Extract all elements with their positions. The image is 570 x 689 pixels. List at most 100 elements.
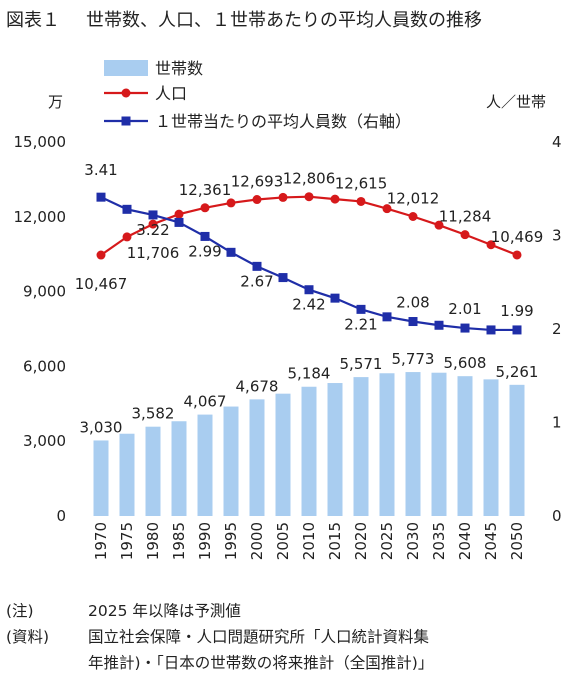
label-households-2050: 5,261 [496, 363, 539, 381]
bar-households-2040 [457, 376, 473, 516]
population-point-1975 [122, 232, 132, 242]
right-tick-1: 1 [552, 414, 562, 432]
avg-members-point-2000 [252, 261, 262, 271]
population-point-1985 [174, 209, 184, 219]
source-line-1: 国立社会保障・人口問題研究所「人口統計資料集 [88, 628, 430, 646]
figure-title: 世帯数、人口、１世帯あたりの平均人員数の推移 [86, 10, 482, 31]
bar-households-1985 [171, 421, 187, 516]
bar-households-2010 [301, 386, 317, 516]
left-tick-0: 0 [56, 507, 66, 525]
left-tick-6,000: 6,000 [23, 357, 66, 375]
legend-label-avg-members: １世帯当たりの平均人員数（右軸） [155, 112, 411, 131]
note-tag: (注) [6, 602, 34, 620]
x-tick-1980: 1980 [144, 522, 162, 560]
label-population-2010: 12,806 [283, 170, 336, 188]
right-tick-0: 0 [552, 507, 562, 525]
label-households-2040: 5,608 [444, 354, 487, 372]
label-households-2000: 4,678 [236, 377, 279, 395]
bar-households-2020 [353, 377, 369, 516]
bar-households-1980 [145, 426, 161, 516]
left-tick-9,000: 9,000 [23, 283, 66, 301]
avg-members-point-2025 [382, 312, 392, 322]
label-avg-members-2020: 2.21 [344, 315, 377, 333]
label-avg-members-2010: 2.42 [292, 296, 325, 314]
x-tick-2045: 2045 [482, 522, 500, 560]
avg-members-point-1970 [96, 192, 106, 202]
legend-label-population: 人口 [155, 84, 187, 103]
population-point-2040 [460, 230, 470, 240]
label-avg-members-2000: 2.67 [240, 272, 273, 290]
x-tick-2040: 2040 [456, 522, 474, 560]
avg-members-point-1980 [148, 210, 158, 220]
label-avg-members-2040: 2.01 [448, 300, 481, 318]
right-tick-2: 2 [552, 320, 562, 338]
avg-members-point-1990 [200, 231, 210, 241]
avg-members-point-1975 [122, 204, 132, 214]
right-axis-unit: 人／世帯 [486, 93, 546, 111]
bar-households-2000 [249, 399, 265, 516]
bar-households-2015 [327, 383, 343, 516]
label-households-2030: 5,773 [392, 350, 435, 368]
avg-members-point-2045 [486, 325, 496, 335]
label-population-1970: 10,467 [75, 275, 128, 293]
population-point-2025 [382, 204, 392, 214]
label-population-2050: 10,469 [491, 228, 544, 246]
bar-households-1990 [197, 414, 213, 516]
avg-members-point-1985 [174, 217, 184, 227]
label-households-1980: 3,582 [132, 405, 175, 423]
right-tick-3: 3 [552, 227, 562, 245]
bar-households-1970 [93, 440, 109, 516]
bar-households-2025 [379, 373, 395, 516]
label-population-2040: 11,284 [439, 208, 492, 226]
population-point-2020 [356, 196, 366, 206]
legend-marker-avg-members [121, 116, 131, 126]
left-axis-unit: 万 [48, 93, 63, 111]
population-line [96, 192, 522, 260]
x-tick-2025: 2025 [378, 522, 396, 560]
x-tick-1995: 1995 [222, 522, 240, 560]
avg-members-point-2035 [434, 320, 444, 330]
population-point-1980 [148, 219, 158, 229]
source-line-2: 年推計)・「日本の世帯数の将来推計（全国推計)」 [88, 654, 434, 672]
label-households-1970: 3,030 [80, 418, 123, 436]
x-tick-2050: 2050 [508, 522, 526, 560]
population-point-2050 [512, 250, 522, 260]
left-tick-12,000: 12,000 [14, 208, 67, 226]
avg-members-point-2010 [304, 285, 314, 295]
label-avg-members-2050: 1.99 [500, 302, 533, 320]
label-population-1990: 12,361 [179, 181, 232, 199]
avg-members-point-2005 [278, 273, 288, 283]
note-row: (注) 2025 年以降は予測値 [6, 598, 433, 624]
x-tick-1985: 1985 [170, 522, 188, 560]
x-tick-2005: 2005 [274, 522, 292, 560]
label-households-2020: 5,571 [340, 355, 383, 373]
label-population-1980: 11,706 [127, 244, 180, 262]
households-bars [93, 372, 525, 516]
avg-members-point-2020 [356, 304, 366, 314]
bar-households-2035 [431, 372, 447, 516]
right-tick-4: 4 [552, 133, 562, 151]
bar-households-2030 [405, 372, 421, 516]
chart-title: 図表１ 世帯数、人口、１世帯あたりの平均人員数の推移 [6, 6, 482, 32]
label-population-2030: 12,012 [387, 190, 440, 208]
source-tag: (資料) [6, 628, 50, 646]
legend-label-households: 世帯数 [155, 59, 203, 78]
population-point-2005 [278, 192, 288, 202]
avg-members-point-2015 [330, 293, 340, 303]
bar-households-2050 [509, 384, 525, 516]
population-point-2035 [434, 220, 444, 230]
label-avg-members-1980: 3.22 [136, 221, 169, 239]
avg-members-point-2050 [512, 325, 522, 335]
label-households-2010: 5,184 [288, 365, 331, 383]
label-population-2020: 12,615 [335, 174, 388, 192]
population-point-2000 [252, 195, 262, 205]
left-tick-15,000: 15,000 [14, 133, 67, 151]
avg-members-point-2030 [408, 317, 418, 327]
population-point-1970 [96, 250, 106, 260]
avg-members-line [96, 192, 522, 335]
x-tick-2000: 2000 [248, 522, 266, 560]
figure-number: 図表１ [6, 10, 60, 31]
bar-households-1975 [119, 433, 135, 516]
label-population-2000: 12,693 [231, 173, 284, 191]
population-point-2045 [486, 240, 496, 250]
